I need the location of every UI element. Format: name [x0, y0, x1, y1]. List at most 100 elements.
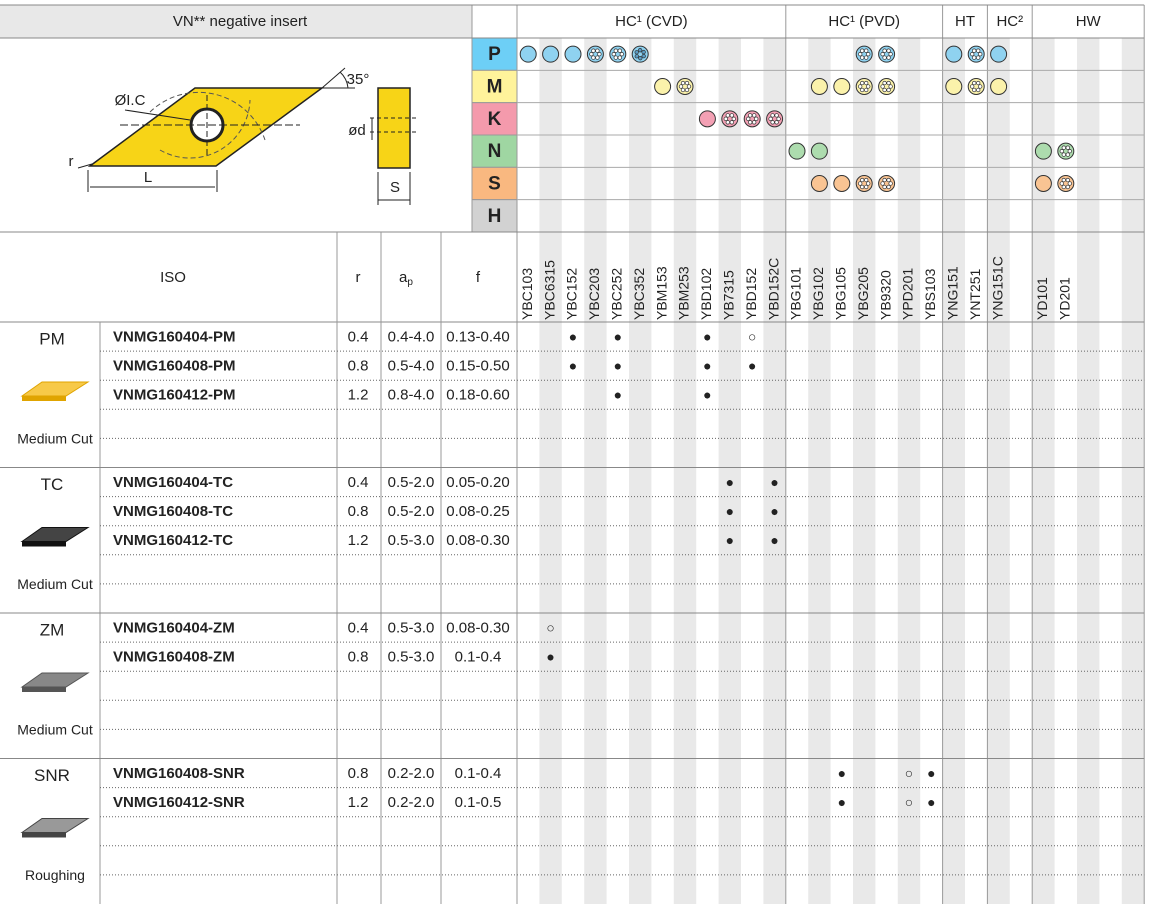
grade-group: HC¹ (CVD)	[615, 13, 688, 30]
icon-petal	[864, 55, 869, 60]
material-label: M	[487, 77, 503, 98]
recommendation: ●	[726, 532, 734, 548]
recommendation: ○	[546, 619, 554, 635]
icon-petal	[770, 120, 775, 125]
icon-petal	[866, 84, 871, 89]
icon-petal	[858, 181, 863, 186]
recommendation: ●	[927, 765, 935, 781]
icon-petal	[882, 48, 887, 53]
recommendation: ●	[546, 648, 554, 664]
icon-petal	[731, 116, 736, 121]
insert-diagram	[77, 67, 418, 205]
icon-petal	[1065, 145, 1070, 150]
suitability-icon	[654, 78, 672, 95]
grade-name: YBG205	[855, 267, 871, 320]
column-stripe	[987, 38, 1010, 904]
material-label: H	[488, 206, 502, 227]
feed: 0.05-0.20	[446, 474, 509, 491]
grade-name: YBC152	[564, 268, 580, 320]
grade-name: YBM253	[676, 266, 692, 320]
icon-petal	[864, 184, 869, 190]
feed: 0.18-0.60	[446, 387, 509, 404]
insert-image-side	[22, 687, 66, 692]
diagram-label: L	[144, 169, 152, 186]
column-stripe	[539, 38, 562, 904]
icon-petal	[978, 52, 983, 57]
depth: 0.5-2.0	[388, 503, 435, 520]
material-cell	[471, 166, 518, 201]
suitability-icon	[810, 142, 828, 160]
column-stripes	[539, 38, 1145, 904]
material-label: S	[488, 174, 501, 195]
icon-petal	[880, 52, 885, 57]
diagram-label: S	[390, 179, 400, 196]
icon-petal	[597, 52, 602, 57]
icon-petal	[611, 52, 616, 57]
column-stripe	[897, 38, 921, 904]
radius: 0.4	[348, 474, 369, 491]
icon-petal	[858, 84, 863, 89]
recommendation: ●	[569, 357, 577, 373]
grade-name: YPD201	[900, 268, 916, 320]
icon-petal	[1065, 152, 1070, 157]
icon-petal	[970, 52, 975, 57]
radius: 0.4	[348, 329, 369, 346]
icon-petal	[774, 120, 779, 125]
column-header: ISO	[160, 269, 186, 286]
material-label: N	[488, 141, 502, 162]
iso-code: VNMG160404-PM	[113, 329, 236, 346]
icon-petal	[595, 55, 600, 60]
icon-petal	[886, 87, 891, 93]
recommendation: ●	[614, 386, 622, 402]
feed: 0.1-0.4	[455, 649, 502, 666]
grade-name: YBG102	[810, 267, 826, 320]
icon-petal	[748, 113, 753, 118]
icon-petal	[591, 55, 596, 60]
grade-name: YBD152	[743, 268, 759, 320]
column-stripe	[763, 38, 786, 904]
icon-petal	[729, 113, 734, 118]
suitability-icon	[698, 110, 716, 128]
grade-group: HC¹ (PVD)	[828, 13, 900, 30]
icon-petal	[976, 80, 981, 86]
icon-petal	[1059, 149, 1064, 154]
material-cell	[471, 37, 518, 71]
insert-image-side	[22, 832, 66, 838]
material-label: P	[488, 44, 501, 65]
grade-name: YBC252	[609, 268, 625, 320]
suitability-icon	[810, 175, 828, 192]
icon-petal	[888, 84, 893, 89]
material-cell	[471, 134, 518, 168]
diagram-label: ØI.C	[115, 92, 146, 109]
iso-code: VNMG160412-TC	[113, 532, 233, 549]
icon-petal	[619, 52, 624, 57]
icon-petal	[725, 120, 730, 125]
icon-petal	[613, 48, 618, 53]
recommendation: ●	[703, 328, 711, 344]
feed: 0.13-0.40	[446, 329, 509, 346]
suitability-icon	[564, 45, 582, 63]
icon-petal	[976, 55, 981, 60]
radius: 0.4	[348, 620, 369, 637]
icon-petal	[595, 48, 600, 53]
material-label: K	[488, 109, 502, 130]
iso-code: VNMG160408-PM	[113, 358, 236, 375]
recommendation: ●	[748, 357, 756, 373]
icon-petal	[1061, 152, 1066, 157]
icon-petal	[864, 87, 869, 93]
recommendation: ●	[770, 532, 778, 548]
column-stripe	[1121, 38, 1145, 904]
icon-petal	[886, 177, 891, 183]
icon-petal	[768, 116, 773, 121]
icon-petal	[613, 55, 618, 60]
grade-group: HW	[1076, 13, 1102, 30]
icon-petal	[774, 113, 779, 118]
column-stripe	[1077, 38, 1100, 904]
icon-petal	[591, 48, 596, 53]
recommendation: ○	[748, 328, 756, 344]
suitability-icon	[833, 175, 851, 192]
grade-name: YBG105	[833, 267, 849, 320]
suitability-icon	[788, 142, 806, 160]
grade-name: YBC352	[631, 268, 647, 320]
recommendation: ●	[838, 794, 846, 810]
